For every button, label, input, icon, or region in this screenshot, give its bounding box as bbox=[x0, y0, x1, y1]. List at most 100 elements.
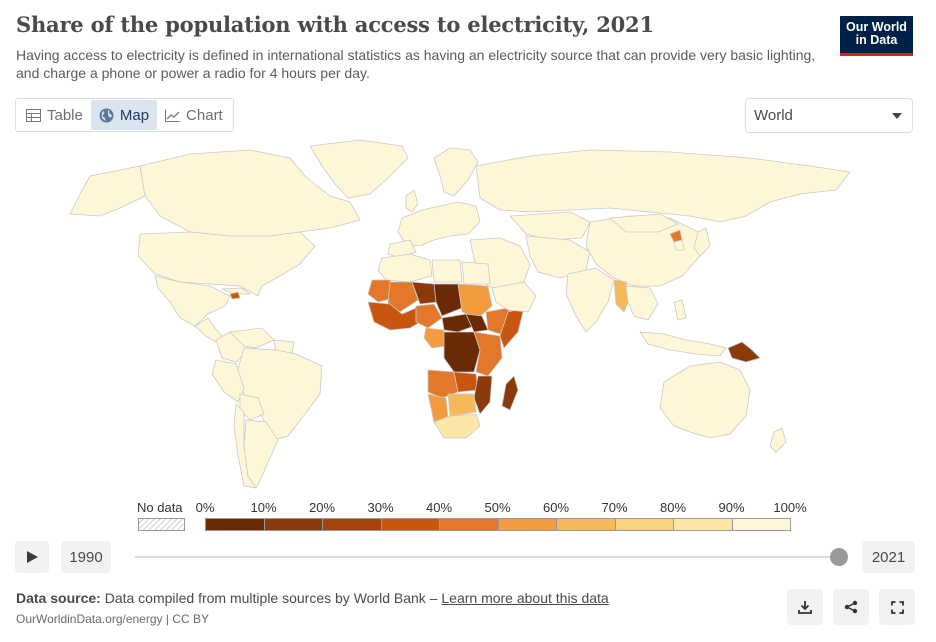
data-source: Data source: Data compiled from multiple… bbox=[16, 590, 609, 606]
region-select[interactable]: World bbox=[745, 98, 913, 133]
country-kazakhstan[interactable] bbox=[509, 211, 591, 241]
country-philippines[interactable] bbox=[673, 299, 687, 321]
country-uk[interactable] bbox=[405, 189, 419, 213]
country-peru[interactable] bbox=[211, 359, 245, 403]
legend-bin[interactable] bbox=[263, 518, 323, 531]
tab-table-label: Table bbox=[47, 106, 83, 124]
legend-tick-label: 0% bbox=[195, 500, 215, 515]
country-libya[interactable] bbox=[431, 259, 463, 283]
country-mexico[interactable] bbox=[154, 275, 231, 327]
country-bolivia[interactable] bbox=[239, 393, 265, 421]
chevron-down-icon bbox=[892, 112, 902, 119]
country-south-africa[interactable] bbox=[433, 413, 481, 439]
chart-title: Share of the population with access to e… bbox=[16, 12, 654, 37]
legend-bin[interactable] bbox=[322, 518, 382, 531]
country-brazil[interactable] bbox=[235, 347, 323, 441]
region-select-value: World bbox=[754, 107, 793, 124]
timeline-handle[interactable] bbox=[830, 548, 848, 566]
country-central-america[interactable] bbox=[194, 317, 223, 343]
country-usa[interactable] bbox=[137, 231, 316, 297]
legend-bin[interactable] bbox=[205, 518, 265, 531]
tab-map-label: Map bbox=[119, 106, 150, 124]
country-haiti[interactable] bbox=[229, 291, 241, 300]
country-south-korea[interactable] bbox=[673, 239, 685, 251]
chart-subtitle: Having access to electricity is defined … bbox=[16, 47, 816, 81]
legend-tick-label: 100% bbox=[773, 500, 807, 515]
country-argentina[interactable] bbox=[243, 419, 279, 489]
country-new-zealand[interactable] bbox=[769, 427, 787, 453]
globe-icon bbox=[99, 108, 114, 122]
country-egypt[interactable] bbox=[461, 261, 491, 285]
source-text: Data compiled from multiple sources by W… bbox=[104, 590, 438, 606]
country-central-african-rep[interactable] bbox=[441, 313, 475, 333]
legend-bin[interactable] bbox=[439, 518, 499, 531]
country-russia[interactable] bbox=[475, 149, 851, 223]
legend-tick-label: 80% bbox=[659, 500, 687, 515]
tab-table[interactable]: Table bbox=[18, 100, 91, 130]
logo-line-1: Our World bbox=[846, 20, 907, 34]
legend-no-data-swatch bbox=[138, 518, 185, 531]
country-sudan[interactable] bbox=[457, 283, 493, 319]
country-australia[interactable] bbox=[659, 361, 751, 439]
country-botswana-zimbabwe[interactable] bbox=[447, 393, 477, 417]
play-button[interactable] bbox=[15, 541, 49, 573]
country-chad[interactable] bbox=[433, 283, 463, 317]
play-icon bbox=[26, 551, 38, 563]
timeline: 1990 2021 bbox=[15, 541, 915, 573]
legend-tick-label: 50% bbox=[484, 500, 511, 515]
country-india[interactable] bbox=[565, 267, 615, 333]
fullscreen-icon bbox=[890, 600, 904, 614]
download-button[interactable] bbox=[787, 589, 823, 625]
timeline-end-year[interactable]: 2021 bbox=[862, 541, 915, 573]
line-chart-icon bbox=[165, 109, 180, 122]
fullscreen-button[interactable] bbox=[879, 589, 915, 625]
color-legend: No data 0% 10% 20% 30% 40% 50% 60% 70% 80% 90% 100… bbox=[0, 496, 936, 536]
owid-logo[interactable]: Our World in Data bbox=[840, 16, 913, 56]
learn-more-link[interactable]: Learn more about this data bbox=[441, 590, 609, 606]
country-north-africa-west[interactable] bbox=[377, 253, 433, 283]
legend-tick-label: 40% bbox=[425, 500, 453, 515]
country-japan[interactable] bbox=[693, 227, 711, 257]
timeline-track[interactable] bbox=[135, 556, 840, 558]
legend-bin[interactable] bbox=[497, 518, 557, 531]
country-mozambique[interactable] bbox=[473, 375, 493, 415]
tab-chart-label: Chart bbox=[186, 106, 223, 124]
share-icon bbox=[844, 600, 858, 614]
country-mali[interactable] bbox=[387, 281, 419, 313]
country-venezuela[interactable] bbox=[229, 327, 275, 349]
legend-bin[interactable] bbox=[380, 518, 440, 531]
legend-tick-label: 10% bbox=[250, 500, 277, 515]
country-arabia[interactable] bbox=[491, 281, 537, 313]
legend-bin[interactable] bbox=[614, 518, 674, 531]
legend-bin[interactable] bbox=[731, 518, 791, 531]
country-southeast-asia[interactable] bbox=[625, 285, 659, 321]
country-nigeria[interactable] bbox=[415, 303, 443, 329]
country-indonesia[interactable] bbox=[639, 331, 727, 357]
world-map[interactable] bbox=[30, 136, 910, 496]
legend-bin[interactable] bbox=[556, 518, 616, 531]
download-icon bbox=[798, 601, 812, 614]
legend-bin[interactable] bbox=[673, 518, 733, 531]
country-canada[interactable] bbox=[139, 149, 361, 237]
logo-line-2: in Data bbox=[855, 33, 898, 47]
country-dr-congo[interactable] bbox=[443, 331, 481, 373]
timeline-start-year[interactable]: 1990 bbox=[61, 541, 111, 573]
legend-no-data-label: No data bbox=[137, 500, 183, 515]
country-madagascar[interactable] bbox=[501, 375, 519, 411]
table-icon bbox=[26, 108, 41, 122]
country-cuba[interactable] bbox=[221, 287, 252, 295]
source-url: OurWorldinData.org/energy | CC BY bbox=[16, 612, 209, 626]
country-greenland[interactable] bbox=[309, 139, 409, 199]
country-scandinavia[interactable] bbox=[433, 147, 479, 197]
country-alaska[interactable] bbox=[69, 165, 146, 217]
view-tabs: Table Map Chart bbox=[15, 98, 234, 132]
tab-chart[interactable]: Chart bbox=[157, 100, 231, 130]
country-zambia[interactable] bbox=[453, 371, 479, 393]
country-cameroon-gabon[interactable] bbox=[423, 327, 447, 349]
country-papua-new-guinea[interactable] bbox=[727, 341, 761, 363]
country-mongolia[interactable] bbox=[609, 213, 679, 233]
action-buttons bbox=[787, 589, 915, 625]
share-button[interactable] bbox=[833, 589, 869, 625]
country-mauritania[interactable] bbox=[367, 279, 395, 303]
tab-map[interactable]: Map bbox=[90, 100, 158, 130]
